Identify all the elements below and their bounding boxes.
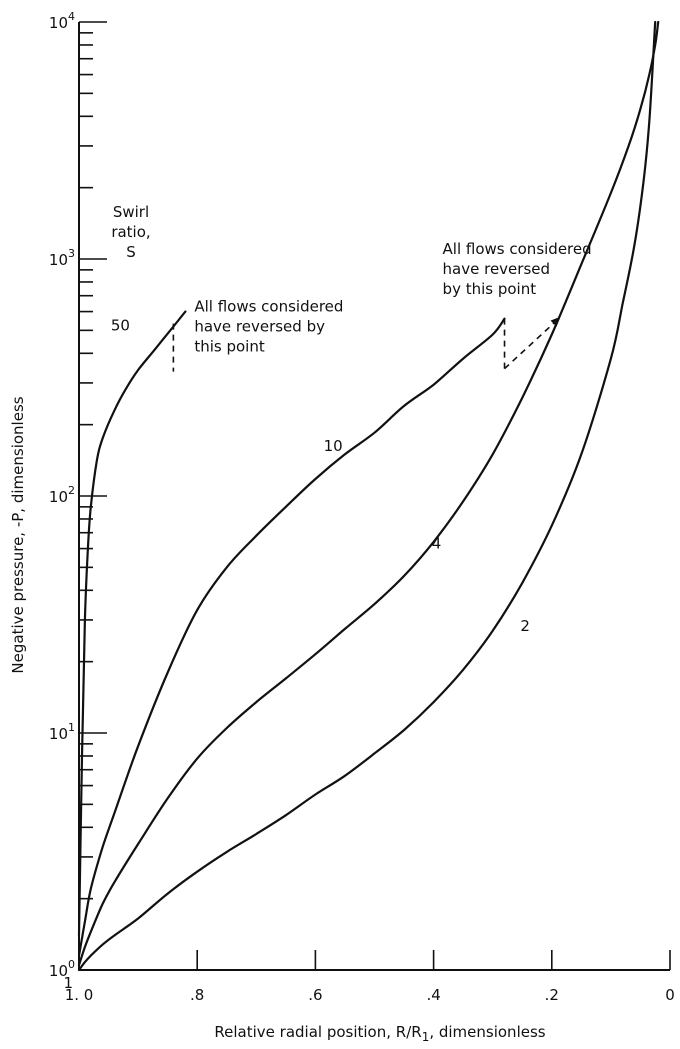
y-tick-label: 103: [49, 247, 75, 269]
curve-label-s4: 4: [432, 535, 442, 553]
x-axis-label: Relative radial position, R/R1, dimensio…: [214, 1023, 545, 1044]
legend-title-line: ratio,: [111, 223, 150, 241]
series-line-s4: [77, 20, 660, 967]
y-tick-label: 102: [49, 484, 75, 506]
annotation-line: by this point: [443, 280, 537, 298]
legend-title-line: Swirl: [113, 203, 149, 221]
y-tick-label: 101: [49, 721, 75, 743]
curve-label-s10: 10: [324, 437, 343, 455]
annotation-line: this point: [194, 338, 265, 356]
series-line-s10: [77, 317, 506, 957]
y-tick-label: 104: [49, 10, 75, 32]
axis-ticks: [78, 21, 671, 971]
reversal-arrow-line: [503, 320, 558, 370]
x-tick-label: 0: [665, 986, 675, 1004]
annotations: All flows considered have reversed by this…: [194, 240, 591, 356]
curve-label-s2: 2: [520, 617, 530, 635]
x-tick-label: .2: [545, 986, 559, 1004]
reversal-arrow-head: [550, 316, 561, 327]
x-axis-label-subscript: 1: [422, 1030, 430, 1044]
reversal-markers: [172, 316, 561, 372]
series-line-s50: [77, 310, 187, 937]
annotation-line: All flows considered: [194, 298, 343, 316]
y-tick-label: 100: [49, 958, 75, 980]
x-tick-label: 1. 0: [65, 986, 94, 1004]
annotation-1: All flows considered have reversed by this…: [194, 298, 343, 356]
legend-title-line: S: [126, 243, 136, 261]
annotation-2: All flows considered have reversed by this…: [443, 240, 592, 298]
annotation-line: have reversed by: [194, 318, 325, 336]
y-axis-label: Negative pressure, -P, dimensionless: [9, 396, 27, 673]
curve-labels: 50 10 4 2: [111, 316, 530, 634]
series-curves: [77, 20, 660, 972]
x-tick-label: .8: [190, 986, 204, 1004]
annotation-line: All flows considered: [443, 240, 592, 258]
x-tick-label: .4: [426, 986, 440, 1004]
annotation-line: have reversed: [443, 260, 550, 278]
x-tick-label: .6: [308, 986, 322, 1004]
legend-title: Swirl ratio, S: [111, 203, 150, 261]
curve-label-s50: 50: [111, 316, 130, 334]
y-tick-label: 1: [63, 974, 73, 992]
series-line-s2: [77, 20, 657, 972]
